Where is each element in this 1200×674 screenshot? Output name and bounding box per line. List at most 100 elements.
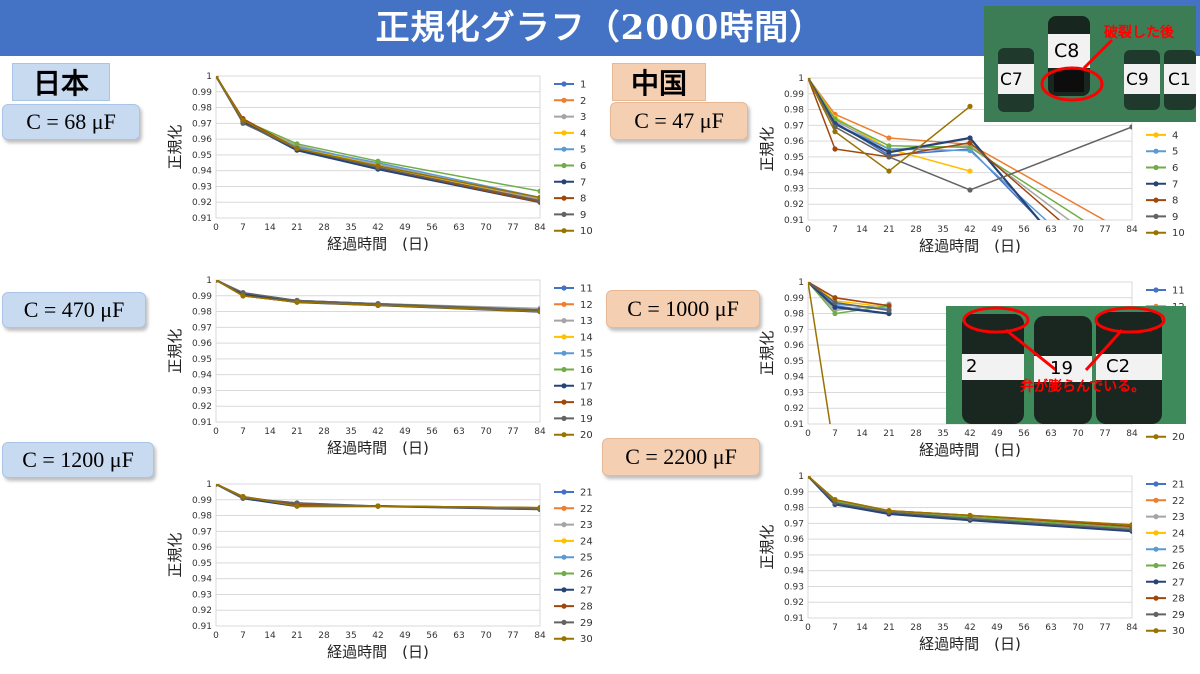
data-point [1129,249,1134,254]
legend-marker [561,570,567,577]
legend-marker [561,285,567,291]
y-tick-label: 0.99 [784,488,804,498]
legend-marker [561,383,567,389]
legend-label: 30 [1172,626,1185,637]
legend-label: 6 [580,161,586,172]
data-point [832,295,838,301]
legend-marker [561,334,567,340]
y-tick-label: 0.94 [192,575,212,585]
legend-marker [561,587,567,593]
legend-marker [1153,514,1159,520]
legend-label: 27 [1172,577,1185,588]
y-tick-label: 0.98 [192,308,212,318]
x-tick-label: 7 [240,631,246,641]
legend-label: 20 [1172,432,1185,443]
x-tick-label: 77 [1099,429,1110,439]
x-tick-label: 14 [856,429,868,439]
x-tick-label: 21 [291,631,302,641]
legend-label: 11 [580,284,593,295]
chart-svg: 1 0.99 0.98 0.97 0.96 0.95 0.94 0.93 0.92 0.910 7 1… [166,480,593,661]
y-tick-label: 1 [206,276,212,286]
x-tick-label: 35 [345,631,356,641]
x-tick-label: 14 [264,631,276,641]
y-tick-label: 0.99 [784,90,804,100]
data-point [294,299,300,305]
legend-marker [561,318,567,324]
legend-marker [1153,530,1159,536]
legend-label: 4 [1172,130,1178,141]
legend-marker [1153,287,1159,293]
y-tick-label: 1 [206,72,212,82]
x-tick-label: 14 [264,223,276,233]
x-tick-label: 70 [1072,429,1084,439]
y-tick-label: 0.91 [784,420,804,430]
y-tick-label: 1 [798,74,804,84]
legend-label: 7 [580,177,586,188]
legend-marker [561,522,567,528]
x-tick-label: 35 [937,225,948,235]
legend-label: 12 [580,300,593,311]
region-label-japan: 日本 [12,63,110,101]
legend-marker [1153,611,1159,617]
data-point [967,140,973,146]
x-tick-label: 70 [480,427,492,437]
x-tick-label: 63 [1045,225,1056,235]
x-tick-label: 77 [1099,225,1110,235]
legend-marker [561,211,567,217]
x-tick-label: 21 [291,223,302,233]
x-tick-label: 84 [534,223,546,233]
x-tick-label: 49 [991,623,1003,633]
y-axis-label: 正規化 [758,330,776,375]
capacitor-label-c7: C7 [1000,70,1023,90]
legend-marker [1153,628,1159,634]
y-tick-label: 0.92 [784,598,804,608]
photo-bulging-capacitors: 2 19 C2 弁が膨らんでいる。 [946,306,1186,424]
x-tick-label: 28 [318,223,330,233]
x-tick-label: 70 [1072,623,1084,633]
legend-label: 13 [580,316,593,327]
legend-label: 9 [580,210,586,221]
legend-label: 8 [1172,196,1178,207]
y-tick-label: 0.96 [192,543,212,553]
legend-label: 16 [580,365,593,376]
legend-label: 15 [580,349,593,360]
legend-label: 30 [580,634,593,645]
legend-marker [561,130,567,136]
y-tick-label: 0.94 [784,169,804,179]
legend-marker [1153,579,1159,585]
x-tick-label: 56 [1018,225,1030,235]
x-tick-label: 49 [399,427,411,437]
data-point [886,307,892,313]
data-point [886,143,892,149]
x-tick-label: 63 [1045,623,1056,633]
x-tick-label: 21 [883,225,894,235]
chart-svg: 1 0.99 0.98 0.97 0.96 0.95 0.94 0.93 0.92 0.910 7 1… [166,72,593,253]
legend-label: 17 [580,381,593,392]
y-tick-label: 0.93 [784,388,804,398]
legend-label: 24 [1172,528,1185,539]
y-tick-label: 0.91 [784,614,804,624]
y-tick-label: 0.96 [784,137,804,147]
data-point [886,154,892,160]
x-tick-label: 35 [937,429,948,439]
legend-label: 2 [580,96,586,107]
x-tick-label: 0 [805,429,811,439]
legend-label: 21 [1172,480,1185,491]
y-tick-label: 0.95 [784,551,804,561]
x-tick-label: 7 [240,223,246,233]
legend-marker [1153,197,1159,203]
legend-label: 28 [580,602,593,613]
y-tick-label: 0.97 [784,519,804,529]
chart-jp-470uf: 1 0.99 0.98 0.97 0.96 0.95 0.94 0.93 0.92 0.91 0 7 1… [158,270,598,466]
series-line [808,78,971,173]
data-point [294,145,300,152]
x-tick-label: 0 [213,223,219,233]
legend-label: 29 [580,618,593,629]
data-point [886,168,892,174]
y-tick-label: 0.97 [192,119,212,129]
legend-marker [1153,434,1159,440]
y-tick-label: 1 [798,278,804,288]
x-tick-label: 49 [399,631,411,641]
annotation-ruptured: 破裂した後 [1104,25,1174,41]
y-tick-label: 0.96 [784,535,804,545]
